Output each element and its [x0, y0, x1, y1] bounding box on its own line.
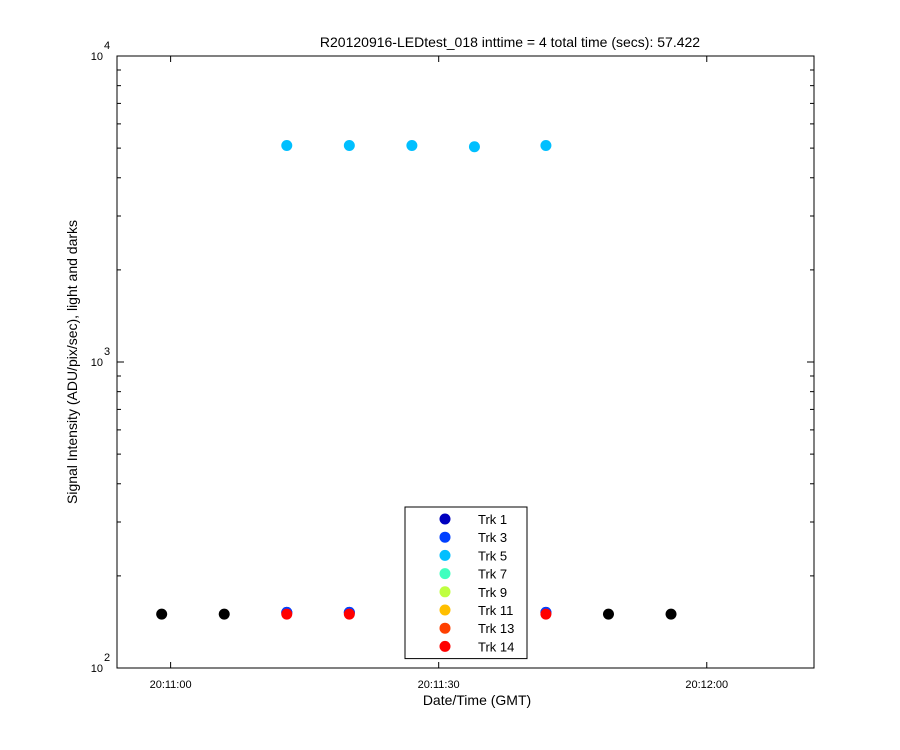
data-point: [406, 139, 418, 151]
y-tick-label-base: 10: [91, 51, 103, 63]
legend-label: Trk 1: [478, 512, 507, 527]
legend-label: Trk 11: [478, 603, 513, 618]
data-point: [665, 608, 677, 620]
x-axis-label: Date/Time (GMT): [423, 692, 531, 708]
legend: Trk 1 Trk 3 Trk 5 Trk 7 Trk 9 Trk 11 Trk 13 Trk…: [404, 506, 528, 660]
data-point: [218, 608, 230, 620]
x-tick-label: 20:12:00: [685, 679, 728, 691]
y-tick-label-exponent: 4: [104, 40, 110, 52]
legend-label: Trk 13: [478, 621, 514, 636]
y-axis-label: Signal Intensity (ADU/pix/sec), light an…: [64, 220, 80, 504]
y-tick-label-exponent: 2: [104, 652, 110, 664]
x-tick-label: 20:11:30: [418, 679, 460, 691]
legend-label: Trk 3: [478, 530, 507, 545]
y-tick-label-base: 10: [91, 357, 103, 369]
legend-marker: [439, 513, 451, 525]
y-tick-label-base: 10: [91, 663, 103, 675]
data-point: [343, 139, 355, 151]
axis-ticks: [117, 55, 814, 669]
legend-label: Trk 14: [478, 639, 514, 654]
data-point: [540, 608, 552, 620]
data-point: [540, 139, 552, 151]
legend-marker: [439, 586, 451, 598]
data-point: [602, 608, 614, 620]
data-point: [281, 139, 293, 151]
data-point: [343, 608, 355, 620]
y-tick-label-exponent: 3: [104, 346, 110, 358]
legend-marker: [439, 549, 451, 561]
legend-marker: [439, 604, 451, 616]
legend-label: Trk 5: [478, 548, 507, 563]
x-tick-label: 20:11:00: [150, 679, 192, 691]
data-points: [156, 139, 677, 620]
legend-label: Trk 9: [478, 585, 507, 600]
chart-title: R20120916-LEDtest_018 inttime = 4 total …: [320, 34, 700, 50]
data-point: [281, 608, 293, 620]
legend-marker: [439, 640, 451, 652]
legend-marker: [439, 568, 451, 580]
data-point: [156, 608, 168, 620]
legend-box: [404, 506, 528, 660]
legend-label: Trk 7: [478, 567, 507, 582]
data-point: [468, 141, 480, 153]
legend-marker: [439, 622, 451, 634]
legend-marker: [439, 531, 451, 543]
